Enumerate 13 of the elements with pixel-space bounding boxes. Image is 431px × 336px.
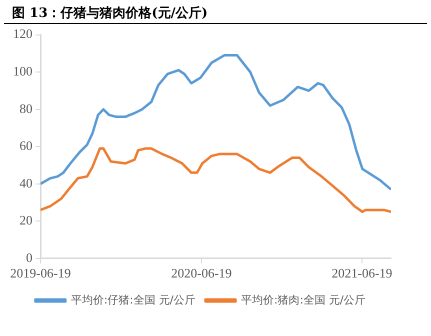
- y-tick-label: 40: [20, 175, 32, 190]
- chart-title: 图 13：仔猪与猪肉价格(元/公斤): [4, 0, 427, 24]
- y-tick-label: 20: [20, 212, 32, 228]
- y-tick-label: 0: [26, 250, 32, 265]
- y-tick-label: 60: [20, 138, 32, 154]
- y-tick-label: 120: [13, 26, 32, 42]
- x-tick-label: 2019-06-19: [10, 266, 71, 281]
- y-tick-label: 100: [13, 63, 32, 78]
- x-tick-label: 2020-06-19: [171, 266, 232, 281]
- y-tick-label: 80: [20, 100, 32, 116]
- x-tick-label: 2021-06-19: [332, 266, 392, 281]
- legend-label: 平均价:猪肉:全国 元/公斤: [241, 293, 366, 306]
- legend-label: 平均价:仔猪:全国 元/公斤: [70, 293, 196, 306]
